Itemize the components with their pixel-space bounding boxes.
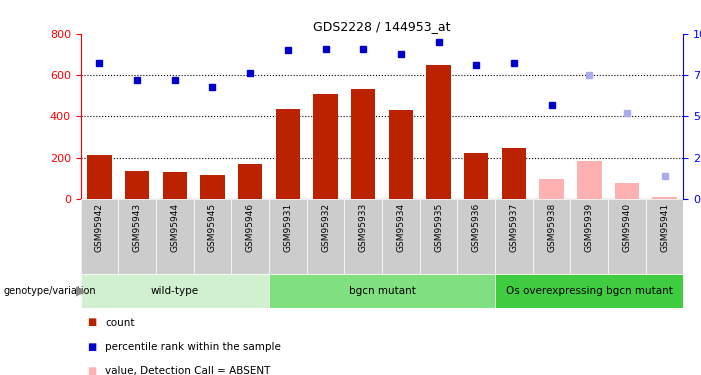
Bar [125,171,149,199]
Bar [269,199,307,274]
Text: GSM95946: GSM95946 [245,202,254,252]
Text: ■: ■ [88,318,97,327]
Text: GSM95934: GSM95934 [396,202,405,252]
Bar [275,109,300,199]
Bar [81,274,269,308]
Bar [344,199,382,274]
Text: ■: ■ [88,366,97,375]
Bar [238,164,262,199]
Text: GSM95943: GSM95943 [132,202,142,252]
Bar [646,199,683,274]
Bar [533,199,571,274]
Text: GSM95944: GSM95944 [170,202,179,252]
Bar [351,90,376,199]
Text: GSM95941: GSM95941 [660,202,669,252]
Bar [571,199,608,274]
Text: GSM95931: GSM95931 [283,202,292,252]
Text: GSM95935: GSM95935 [434,202,443,252]
Bar [653,196,677,199]
Text: count: count [105,318,135,327]
Title: GDS2228 / 144953_at: GDS2228 / 144953_at [313,20,451,33]
Bar [420,199,458,274]
Bar [156,199,193,274]
Bar [495,274,683,308]
Text: ▶: ▶ [76,284,86,297]
Bar [426,65,451,199]
Text: value, Detection Call = ABSENT: value, Detection Call = ABSENT [105,366,271,375]
Bar [269,274,495,308]
Bar [608,199,646,274]
Bar [200,175,225,199]
Text: genotype/variation: genotype/variation [4,286,96,296]
Text: wild-type: wild-type [151,286,199,296]
Bar [458,199,495,274]
Bar [577,160,601,199]
Bar [231,199,269,274]
Bar [382,199,420,274]
Text: percentile rank within the sample: percentile rank within the sample [105,342,281,352]
Text: GSM95938: GSM95938 [547,202,556,252]
Bar [615,183,639,199]
Bar [118,199,156,274]
Bar [388,110,413,199]
Bar [193,199,231,274]
Text: GSM95933: GSM95933 [359,202,368,252]
Bar [313,94,338,199]
Text: bgcn mutant: bgcn mutant [348,286,416,296]
Bar [539,179,564,199]
Bar [307,199,344,274]
Text: GSM95945: GSM95945 [208,202,217,252]
Text: GSM95936: GSM95936 [472,202,481,252]
Bar [495,199,533,274]
Text: GSM95942: GSM95942 [95,202,104,252]
Text: Os overexpressing bgcn mutant: Os overexpressing bgcn mutant [506,286,673,296]
Text: GSM95932: GSM95932 [321,202,330,252]
Bar [163,172,187,199]
Text: GSM95939: GSM95939 [585,202,594,252]
Bar [502,148,526,199]
Bar [464,153,489,199]
Bar [81,199,683,274]
Bar [87,155,111,199]
Text: ■: ■ [88,342,97,352]
Bar [81,199,118,274]
Text: GSM95937: GSM95937 [510,202,519,252]
Text: GSM95940: GSM95940 [622,202,632,252]
